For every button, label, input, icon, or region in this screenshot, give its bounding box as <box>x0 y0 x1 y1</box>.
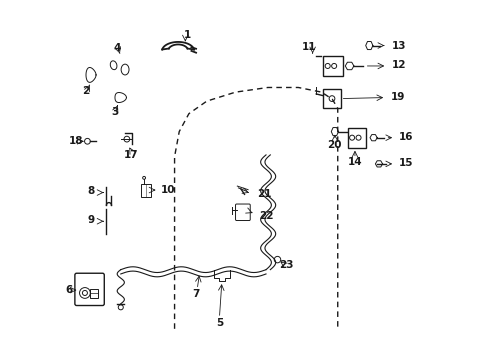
Bar <box>323 89 340 108</box>
Text: 4: 4 <box>113 43 121 53</box>
Text: 19: 19 <box>390 92 405 102</box>
Text: 8: 8 <box>87 186 94 197</box>
Text: 22: 22 <box>259 211 273 221</box>
Text: 12: 12 <box>391 60 406 70</box>
Bar <box>141 184 151 197</box>
Text: 23: 23 <box>279 260 293 270</box>
Text: 20: 20 <box>327 140 342 150</box>
Text: 5: 5 <box>215 318 223 328</box>
Bar <box>90 289 98 298</box>
Text: 15: 15 <box>398 158 412 168</box>
Text: 6: 6 <box>65 285 72 295</box>
Text: 14: 14 <box>347 157 362 167</box>
Text: 11: 11 <box>301 42 316 52</box>
Text: 18: 18 <box>68 136 83 146</box>
Text: 2: 2 <box>82 86 89 96</box>
Text: 13: 13 <box>391 41 406 50</box>
Text: 17: 17 <box>124 150 139 160</box>
Text: 21: 21 <box>257 189 271 199</box>
Text: 10: 10 <box>161 185 176 195</box>
Text: 9: 9 <box>87 215 94 225</box>
Text: 3: 3 <box>112 107 119 117</box>
Bar <box>348 128 366 148</box>
Text: 7: 7 <box>192 289 200 299</box>
Bar <box>323 56 343 76</box>
Text: 1: 1 <box>183 30 190 40</box>
Text: 16: 16 <box>398 132 412 142</box>
